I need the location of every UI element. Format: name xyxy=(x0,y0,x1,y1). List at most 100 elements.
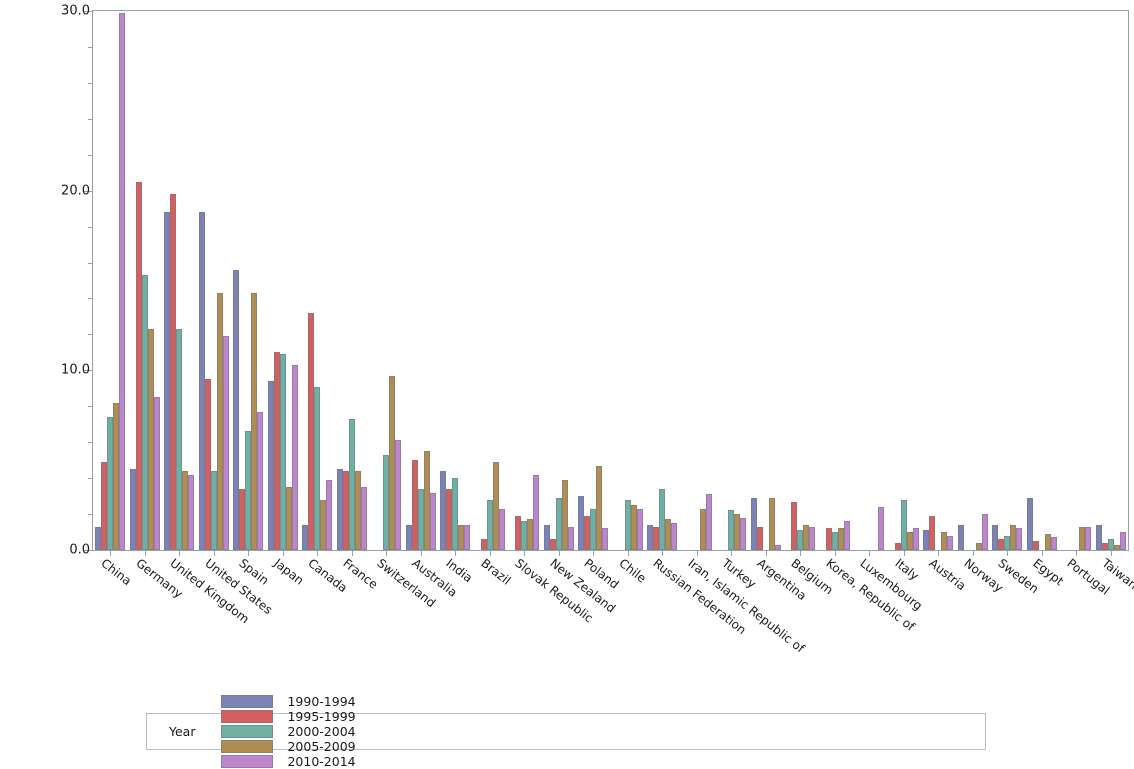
bar[interactable] xyxy=(326,479,333,550)
bar[interactable] xyxy=(705,494,712,550)
bar[interactable] xyxy=(405,524,412,550)
bar[interactable] xyxy=(630,505,637,550)
bar[interactable] xyxy=(1119,532,1126,550)
bar[interactable] xyxy=(1050,537,1057,550)
bar[interactable] xyxy=(1101,542,1108,550)
bar[interactable] xyxy=(204,379,211,550)
bar[interactable] xyxy=(342,470,349,550)
bar[interactable] xyxy=(239,488,246,550)
bar[interactable] xyxy=(671,523,678,550)
bar[interactable] xyxy=(354,470,361,550)
bar[interactable] xyxy=(923,530,930,550)
bar[interactable] xyxy=(95,526,102,550)
bar[interactable] xyxy=(348,418,355,550)
bar[interactable] xyxy=(440,470,447,550)
bar[interactable] xyxy=(314,386,321,550)
bar[interactable] xyxy=(1032,541,1039,550)
bar[interactable] xyxy=(515,515,522,550)
bar[interactable] xyxy=(119,12,126,550)
bar[interactable] xyxy=(561,479,568,550)
bar[interactable] xyxy=(176,329,183,550)
bar[interactable] xyxy=(210,470,217,550)
bar[interactable] xyxy=(596,465,603,550)
bar[interactable] xyxy=(233,269,240,550)
bar[interactable] xyxy=(113,402,120,550)
bar[interactable] xyxy=(768,497,775,550)
bar[interactable] xyxy=(273,352,280,550)
bar[interactable] xyxy=(543,524,550,550)
bar[interactable] xyxy=(647,524,654,550)
bar[interactable] xyxy=(464,524,471,550)
bar[interactable] xyxy=(417,488,424,550)
bar[interactable] xyxy=(527,519,534,550)
bar[interactable] xyxy=(992,524,999,550)
bar[interactable] xyxy=(981,514,988,550)
bar[interactable] xyxy=(803,524,810,550)
bar[interactable] xyxy=(480,539,487,550)
bar[interactable] xyxy=(912,528,919,550)
bar[interactable] xyxy=(878,506,885,550)
legend-entry[interactable]: 2005-2009 xyxy=(221,739,356,754)
bar[interactable] xyxy=(975,542,982,550)
bar[interactable] xyxy=(395,440,402,550)
bar[interactable] xyxy=(831,532,838,550)
bar[interactable] xyxy=(446,488,453,550)
bar[interactable] xyxy=(797,530,804,550)
bar[interactable] xyxy=(957,524,964,550)
bar[interactable] xyxy=(222,336,229,550)
bar[interactable] xyxy=(1113,544,1120,550)
bar[interactable] xyxy=(188,474,195,550)
bar[interactable] xyxy=(257,411,264,550)
bar[interactable] xyxy=(1044,533,1051,550)
legend-entry[interactable]: 1990-1994 xyxy=(221,694,356,709)
bar[interactable] xyxy=(636,508,643,550)
bar[interactable] xyxy=(411,460,418,550)
bar[interactable] xyxy=(1085,526,1092,550)
bar[interactable] xyxy=(837,528,844,550)
bar[interactable] xyxy=(216,293,223,550)
bar[interactable] xyxy=(567,526,574,550)
bar[interactable] xyxy=(486,499,493,550)
legend-entry[interactable]: 2000-2004 xyxy=(221,724,356,739)
bar[interactable] xyxy=(728,510,735,550)
bar[interactable] xyxy=(182,470,189,550)
bar[interactable] xyxy=(659,488,666,550)
bar[interactable] xyxy=(809,526,816,550)
bar[interactable] xyxy=(699,508,706,550)
bar[interactable] xyxy=(533,474,540,550)
bar[interactable] xyxy=(665,519,672,550)
bar[interactable] xyxy=(129,469,136,550)
bar[interactable] xyxy=(458,524,465,550)
bar[interactable] xyxy=(336,469,343,550)
bar[interactable] xyxy=(900,499,907,550)
bar[interactable] xyxy=(929,515,936,550)
bar[interactable] xyxy=(429,492,436,550)
bar[interactable] xyxy=(998,539,1005,550)
bar[interactable] xyxy=(302,524,309,550)
bar[interactable] xyxy=(101,461,108,550)
bar[interactable] xyxy=(1079,526,1086,550)
bar[interactable] xyxy=(653,526,660,550)
bar[interactable] xyxy=(320,499,327,550)
bar[interactable] xyxy=(843,521,850,550)
bar[interactable] xyxy=(308,312,315,550)
legend-entry[interactable]: 1995-1999 xyxy=(221,709,356,724)
bar[interactable] xyxy=(267,381,274,550)
bar[interactable] xyxy=(389,375,396,550)
bar[interactable] xyxy=(624,499,631,550)
bar[interactable] xyxy=(555,497,562,550)
bar[interactable] xyxy=(251,293,258,550)
legend-entry[interactable]: 2010-2014 xyxy=(221,754,356,769)
bar[interactable] xyxy=(492,461,499,550)
bar[interactable] xyxy=(1107,539,1114,550)
bar[interactable] xyxy=(1010,524,1017,550)
bar[interactable] xyxy=(774,544,781,550)
bar[interactable] xyxy=(1095,524,1102,550)
bar[interactable] xyxy=(141,275,148,550)
bar[interactable] xyxy=(947,535,954,550)
bar[interactable] xyxy=(423,451,430,550)
bar[interactable] xyxy=(1016,528,1023,550)
bar[interactable] xyxy=(198,212,205,550)
bar[interactable] xyxy=(498,508,505,550)
bar[interactable] xyxy=(734,514,741,550)
